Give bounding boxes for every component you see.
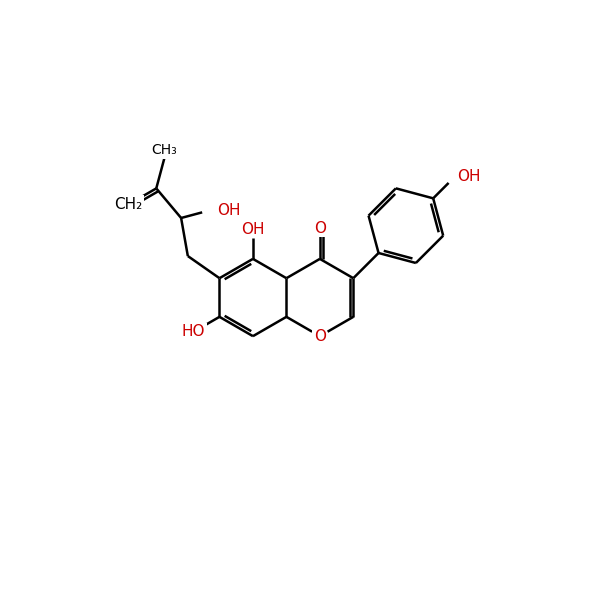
Text: CH₂: CH₂	[114, 197, 143, 212]
Text: O: O	[314, 329, 326, 344]
Text: OH: OH	[217, 203, 240, 218]
Text: OH: OH	[241, 221, 265, 236]
Text: OH: OH	[457, 169, 481, 184]
Text: O: O	[314, 221, 326, 236]
Text: HO: HO	[182, 324, 205, 339]
Text: CH₃: CH₃	[152, 143, 178, 157]
